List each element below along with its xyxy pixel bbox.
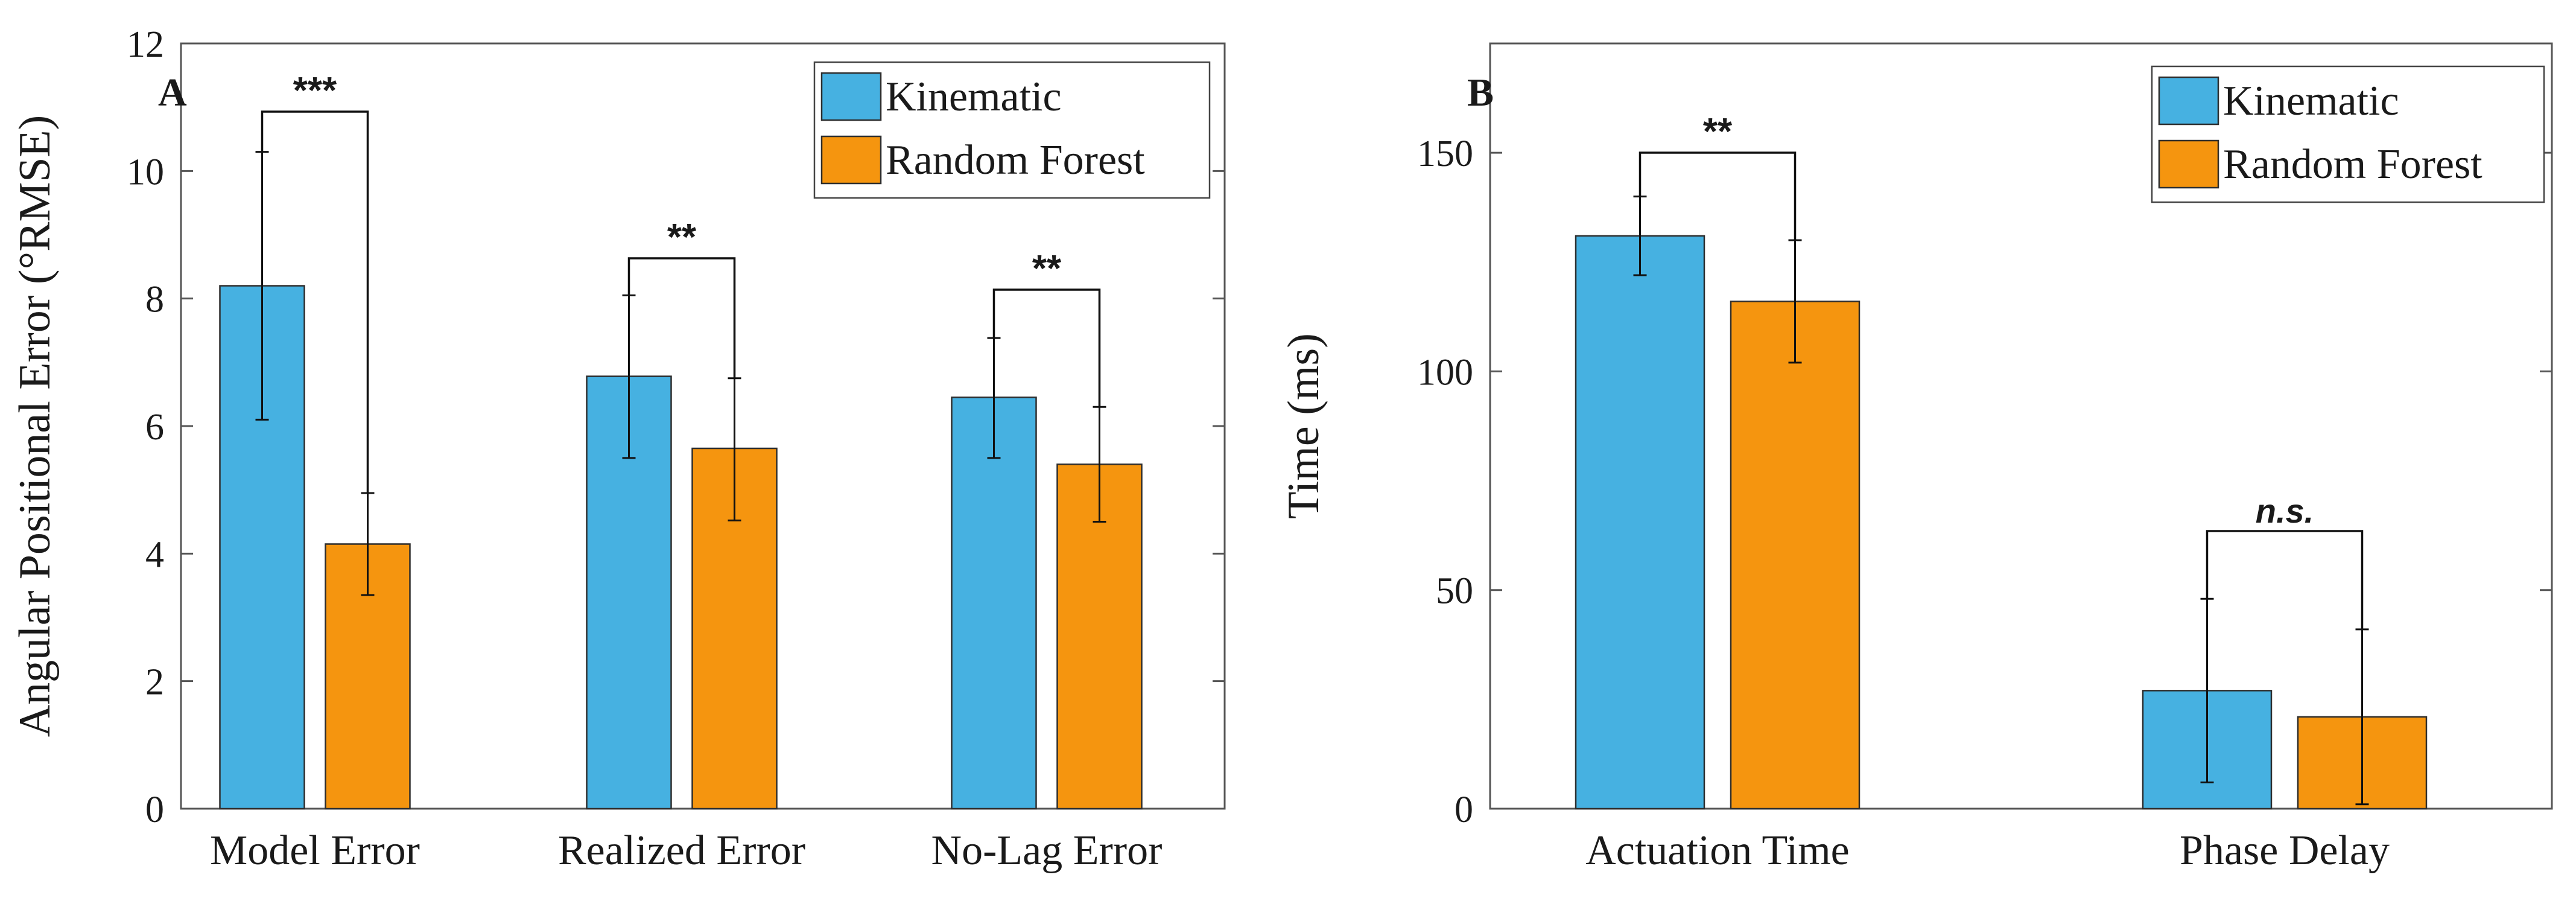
y-tick-label: 0 <box>145 789 164 830</box>
y-axis-title: Angular Positional Error (°RMSE) <box>10 115 60 737</box>
plot-area-frame <box>1489 42 2553 810</box>
significance-label: ** <box>1032 248 1062 290</box>
legend-label: Random Forest <box>2223 141 2482 188</box>
significance-label: ** <box>667 217 697 258</box>
bar-kinematic <box>951 396 1037 810</box>
x-tick-label: Phase Delay <box>2180 827 2390 874</box>
significance-bracket <box>2206 530 2364 629</box>
bar-random-forest <box>1730 301 1861 810</box>
legend-swatch-kinematic <box>820 72 882 121</box>
significance-bracket <box>261 110 369 493</box>
x-tick-label: Model Error <box>210 827 420 874</box>
y-tick-label: 0 <box>1455 789 1473 830</box>
y-tick-label: 2 <box>145 662 164 703</box>
significance-bracket <box>1639 151 1797 241</box>
x-tick-label: Actuation Time <box>1585 827 1850 874</box>
legend-label: Kinematic <box>2223 78 2399 124</box>
y-tick-label: 8 <box>145 279 164 320</box>
legend-swatch-random-forest <box>820 135 882 185</box>
legend-swatch-kinematic <box>2158 76 2219 126</box>
y-tick-label: 12 <box>127 24 164 65</box>
significance-bracket <box>992 288 1101 407</box>
legend-swatch-random-forest <box>2158 139 2219 189</box>
panel-b-chart: 0 50 100 150 Time (ms) B Actuation Time ** Phase… <box>1279 42 2553 874</box>
x-tick-label: No-Lag Error <box>931 827 1163 874</box>
significance-label: n.s. <box>2256 492 2314 530</box>
significance-label: ** <box>1703 111 1733 153</box>
y-tick-label: 50 <box>1436 571 1473 612</box>
legend-label: Kinematic <box>886 74 1062 120</box>
panel-label: A <box>158 71 187 115</box>
y-tick-label: 10 <box>127 151 164 193</box>
panel-label: B <box>1467 71 1494 115</box>
significance-bracket <box>627 257 736 378</box>
y-tick-label: 150 <box>1417 133 1473 174</box>
y-tick-label: 100 <box>1417 352 1473 393</box>
legend-label: Random Forest <box>886 137 1145 183</box>
bar-kinematic <box>1575 235 1705 810</box>
y-tick-label: 4 <box>145 534 164 575</box>
panel-a-chart: 0 2 4 6 8 10 12 Angular Positional Error (°RMSE… <box>10 24 1226 874</box>
significance-label: *** <box>293 70 337 112</box>
y-tick-label: 6 <box>145 407 164 448</box>
x-tick-label: Realized Error <box>558 827 805 874</box>
y-axis-title: Time (ms) <box>1279 333 1328 519</box>
